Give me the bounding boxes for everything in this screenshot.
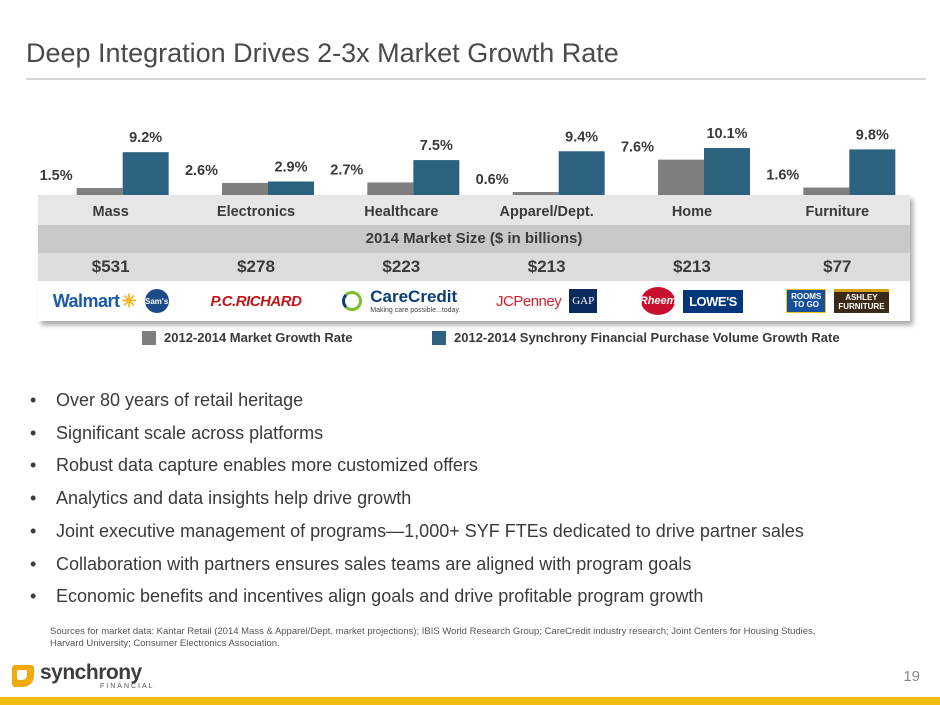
data-label-market: 7.6% <box>621 140 654 156</box>
synchrony-mark-icon <box>12 665 34 687</box>
bar-synchrony-furniture <box>849 149 896 195</box>
bar-synchrony-healthcare <box>413 160 460 195</box>
sams-club-logo: Sam's <box>144 289 169 313</box>
carecredit-logo: CareCredit Making care possible...today. <box>370 288 460 314</box>
category-label-mass: Mass <box>92 204 129 220</box>
bar-market-furniture <box>803 187 850 195</box>
ashley-furniture-logo: ASHLEY FURNITURE <box>834 288 889 314</box>
logo-cell-furniture: ROOMS TO GO ASHLEY FURNITURE <box>765 281 910 321</box>
carecredit-mark-icon <box>342 291 363 311</box>
market-table: Mass Electronics Healthcare Apparel/Dept… <box>38 195 910 321</box>
rheem-logo: Rheem <box>640 287 676 315</box>
data-label-market: 0.6% <box>476 172 509 188</box>
data-label-market: 1.5% <box>40 168 73 184</box>
market-size-electronics: $278 <box>237 257 275 276</box>
category-label-furniture: Furniture <box>805 204 870 220</box>
legend-label-market: 2012-2014 Market Growth Rate <box>164 330 353 345</box>
logo-cell-apparel: JCPenney GAP <box>474 281 619 321</box>
bar-market-electronics <box>222 182 268 195</box>
data-label-market: 1.6% <box>766 168 799 184</box>
bullet-item: Over 80 years of retail heritage <box>30 384 804 417</box>
logo-cell-healthcare: CareCredit Making care possible...today. <box>329 281 474 321</box>
bar-synchrony-electronics <box>268 181 314 195</box>
carecredit-tagline: Making care possible...today. <box>370 307 461 314</box>
bullet-item: Economic benefits and incentives align g… <box>30 580 804 613</box>
rooms-to-go-line2: TO GO <box>793 300 820 309</box>
brand-sub: FINANCIAL <box>100 683 155 690</box>
legend-item-market: 2012-2014 Market Growth Rate <box>142 330 353 345</box>
category-label-home: Home <box>671 204 713 220</box>
bullet-item: Significant scale across platforms <box>30 417 804 450</box>
legend-item-synchrony: 2012-2014 Synchrony Financial Purchase V… <box>432 330 840 345</box>
market-size-mass: $531 <box>91 257 130 276</box>
data-label-synchrony: 9.2% <box>129 130 162 146</box>
market-size-home: $213 <box>673 257 711 276</box>
category-label-healthcare: Healthcare <box>364 204 439 220</box>
logo-cell-home: Rheem LOWE'S <box>619 281 764 321</box>
category-row: Mass Electronics Healthcare Apparel/Dept… <box>38 195 910 225</box>
legend-swatch-synchrony <box>432 330 446 345</box>
synchrony-logo: synchrony FINANCIAL <box>12 662 155 690</box>
market-size-header: 2014 Market Size ($ in billions) <box>38 225 910 253</box>
bullet-list: Over 80 years of retail heritage Signifi… <box>30 384 804 613</box>
bullet-item: Joint executive management of programs—1… <box>30 515 804 548</box>
data-label-synchrony: 10.1% <box>706 126 747 142</box>
market-size-row: $531 $278 $223 $213 $213 $77 <box>38 253 910 281</box>
rooms-to-go-logo: ROOMS TO GO <box>786 288 827 314</box>
logo-cell-electronics: P.C.RICHARD <box>183 281 328 321</box>
legend-label-synchrony: 2012-2014 Synchrony Financial Purchase V… <box>454 330 840 345</box>
jcpenney-logo: JCPenney <box>496 292 562 310</box>
data-label-synchrony: 2.9% <box>274 160 307 176</box>
category-label-apparel: Apparel/Dept. <box>499 204 594 220</box>
category-label-electronics: Electronics <box>216 204 296 220</box>
bar-market-home <box>658 159 704 195</box>
walmart-logo: Walmart <box>52 290 120 311</box>
data-label-synchrony: 9.4% <box>565 129 598 145</box>
data-label-synchrony: 9.8% <box>856 127 889 143</box>
bar-synchrony-mass <box>122 152 169 195</box>
brand-name: synchrony <box>40 661 142 684</box>
pc-richard-logo: P.C.RICHARD <box>210 292 302 310</box>
title-divider <box>26 78 926 80</box>
bar-market-apparel-dept <box>512 192 559 195</box>
sources-footnote: Sources for market data: Kantar Retail (… <box>50 626 816 649</box>
bullet-item: Analytics and data insights help drive g… <box>30 482 804 515</box>
market-size-apparel: $213 <box>527 257 566 276</box>
gap-logo: GAP <box>569 289 598 313</box>
partner-logo-row: Walmart ✳ Sam's P.C.RICHARD CareCredit M… <box>38 281 910 321</box>
lowes-logo: LOWE'S <box>683 289 743 313</box>
bar-synchrony-home <box>704 148 750 195</box>
ashley-line1: ASHLEY <box>845 292 878 302</box>
market-size-healthcare: $223 <box>382 257 421 276</box>
footer-bar <box>0 697 940 705</box>
page-title: Deep Integration Drives 2-3x Market Grow… <box>26 38 619 68</box>
bar-market-healthcare <box>367 182 414 195</box>
growth-rate-bar-chart: 1.5% 2.6% 2.7% 0.6% 7.6% 1.6% 9.2% 2.9% 7.5% 9.4%… <box>40 126 896 195</box>
logo-cell-mass: Walmart ✳ Sam's <box>38 281 183 321</box>
bar-synchrony-apparel-dept <box>558 151 605 195</box>
bullet-item: Robust data capture enables more customi… <box>30 449 804 482</box>
market-size-furniture: $77 <box>823 257 852 276</box>
carecredit-name: CareCredit <box>370 287 458 306</box>
synchrony-wordmark: synchrony FINANCIAL <box>40 662 155 690</box>
data-label-synchrony: 7.5% <box>420 138 453 154</box>
data-label-market: 2.6% <box>185 163 218 179</box>
bar-market-mass <box>76 188 123 195</box>
data-label-market: 2.7% <box>330 162 363 178</box>
ashley-line2: FURNITURE <box>838 301 885 311</box>
bullet-item: Collaboration with partners ensures sale… <box>30 548 804 581</box>
walmart-spark-icon: ✳ <box>121 290 137 311</box>
page-number: 19 <box>903 668 920 685</box>
rooms-to-go-line1: ROOMS <box>791 291 822 301</box>
legend-swatch-market <box>142 330 156 345</box>
